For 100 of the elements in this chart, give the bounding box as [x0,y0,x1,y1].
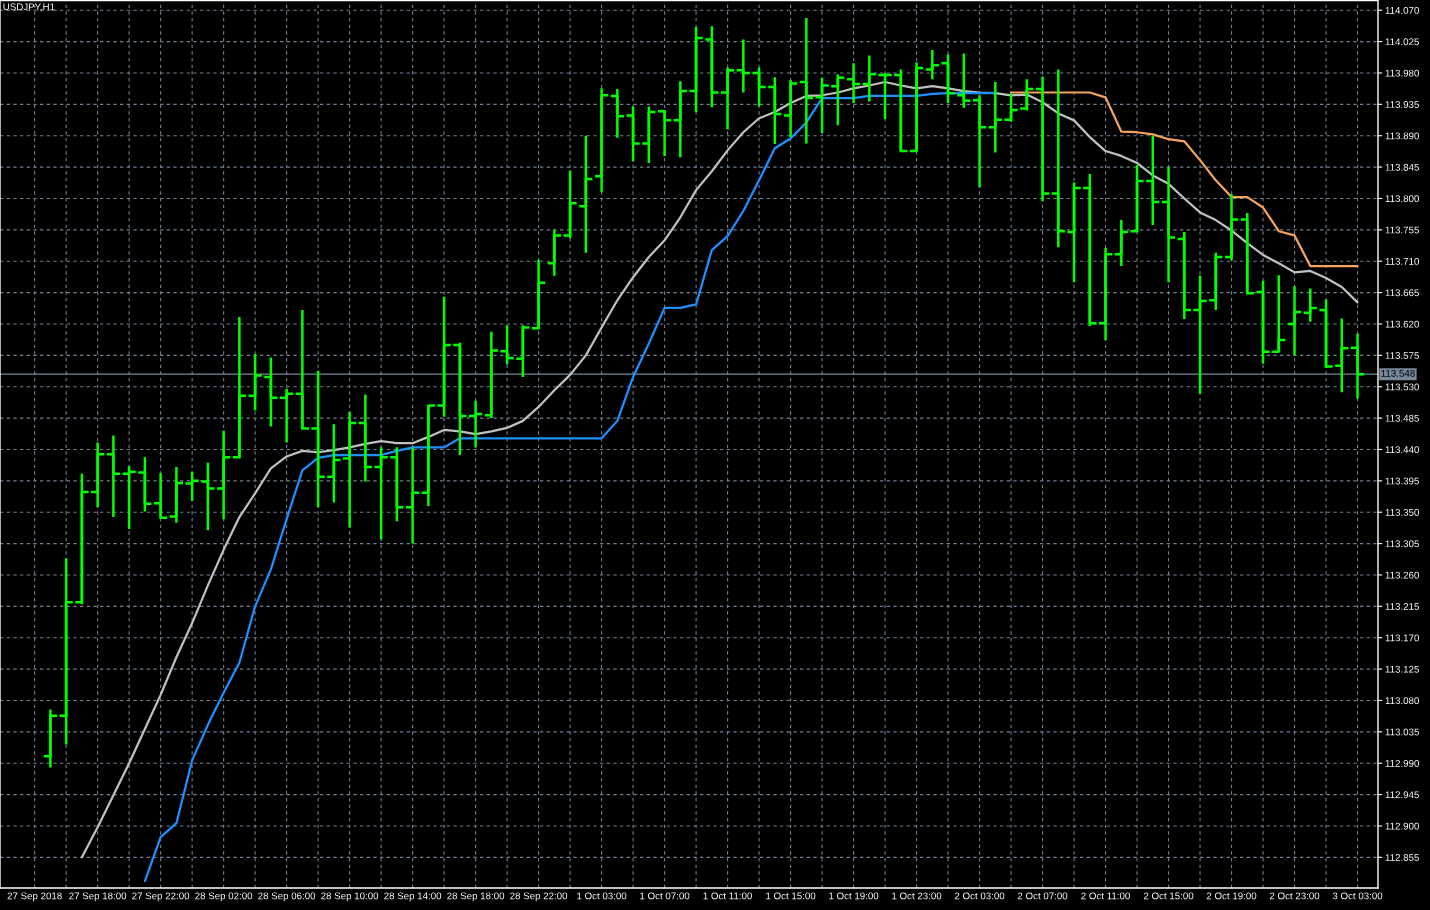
y-tick-label: 112.900 [1385,822,1419,830]
x-tick-label: 2 Oct 11:00 [1081,892,1130,900]
y-tick-label: 113.530 [1385,383,1419,391]
y-tick-label: 113.170 [1385,634,1419,642]
candlestick [1081,172,1098,328]
x-tick-label: 28 Sep 10:00 [321,892,379,902]
y-tick-label: 113.620 [1385,320,1419,328]
candlestick [200,461,216,532]
x-tick-label: 2 Oct 23:00 [1269,892,1320,900]
candlestick [1349,332,1366,400]
y-tick-label: 112.990 [1385,759,1419,767]
y-tick-label: 113.710 [1385,257,1419,265]
candlestick [1333,317,1350,394]
candlestick [735,38,752,94]
candlestick [389,446,405,523]
candlestick [955,52,972,110]
y-tick-label: 113.305 [1385,540,1419,548]
x-tick-label: 2 Oct 03:00 [954,892,1005,900]
x-tick-label: 28 Sep 18:00 [447,892,505,902]
candlestick [987,80,1004,154]
candlestick [971,94,988,189]
candlestick [42,708,59,769]
candlestick [546,228,563,278]
candlestick [341,410,358,529]
candlestick [861,54,878,103]
candlestick [688,25,704,114]
x-tick-label: 28 Sep 02:00 [195,892,253,902]
x-tick-label: 27 Sep 18:00 [69,892,127,902]
x-tick-label: 27 Sep 22:00 [132,892,190,902]
candlestick [1144,134,1161,227]
y-tick-label: 113.935 [1385,101,1419,108]
candlestick [1176,230,1193,321]
y-tick-label: 113.395 [1385,477,1419,485]
candlestick [782,78,799,139]
x-tick-label: 2 Oct 07:00 [1017,892,1068,900]
candlestick [357,393,374,483]
x-tick-label: 27 Sep 2018 [7,892,62,902]
x-tick-label: 1 Oct 11:00 [703,892,752,900]
candlestick [483,330,500,420]
x-tick-label: 28 Sep 14:00 [384,892,442,902]
candlestick [404,446,421,545]
y-tick-label: 113.080 [1385,697,1419,705]
candlestick [326,423,342,504]
candlestick [58,556,75,746]
candlestick [751,66,767,108]
candlestick [184,470,200,503]
candlestick [1066,181,1082,284]
candlestick [672,80,689,159]
y-tick-label: 113.125 [1385,665,1419,673]
candlestick [278,387,295,444]
x-tick-label: 28 Sep 22:00 [510,892,568,902]
candlestick [215,429,232,521]
candlestick [1160,165,1177,284]
y-tick-label: 113.575 [1385,352,1419,359]
candlestick [467,399,484,449]
y-tick-label: 113.890 [1385,132,1419,140]
line-series [80,80,1359,859]
candlestick [609,87,626,140]
y-tick-label: 113.980 [1385,69,1419,77]
candlestick [940,52,956,105]
candlestick [1223,193,1240,262]
candlestick [137,455,153,513]
candlestick [1207,251,1224,312]
y-tick-label: 113.215 [1385,603,1419,610]
candlestick [703,25,720,109]
candlestick [121,464,137,531]
candlestick [1034,75,1051,203]
candlestick [798,16,815,145]
candlestick [829,73,846,127]
y-tick-label: 113.035 [1385,728,1419,736]
x-tick-label: 2 Oct 15:00 [1143,892,1194,900]
candlestick [766,75,783,146]
candlestick [814,76,830,135]
x-tick-label: 1 Oct 23:00 [892,892,942,900]
candlestick [1255,279,1271,365]
candlestick [593,87,610,194]
candlestick [1097,246,1114,342]
candlestick [373,446,389,541]
ref-line-label: 113.548 [1381,369,1415,377]
candlestick [924,48,941,81]
candlestick [105,434,122,519]
candlestick [499,324,515,366]
x-tick-label: 1 Oct 07:00 [640,892,690,900]
candlestick [845,61,862,105]
candlestick [1050,68,1067,249]
candlestick [1286,285,1303,357]
y-tick-label: 112.855 [1385,854,1419,861]
y-tick-label: 113.800 [1385,195,1419,203]
candlestick [562,169,578,240]
x-tick-label: 28 Sep 06:00 [258,892,316,902]
y-tick-label: 113.845 [1385,163,1419,171]
candlestick [436,295,452,418]
y-tick-label: 113.440 [1385,446,1419,454]
candlestick [1192,274,1208,395]
x-tick-label: 2 Oct 19:00 [1206,892,1257,900]
candlestick [168,465,185,524]
y-tick-label: 113.755 [1385,226,1419,234]
y-tick-label: 113.485 [1385,414,1419,422]
y-tick-label: 113.260 [1385,571,1419,579]
candlestick [310,369,326,509]
